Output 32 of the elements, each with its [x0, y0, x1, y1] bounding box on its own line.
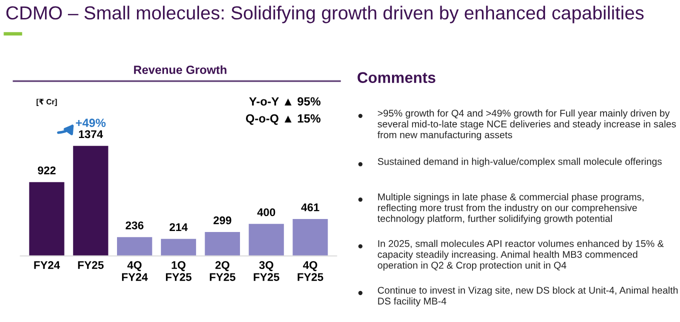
bar — [160, 238, 196, 256]
annotation: +49% — [76, 118, 106, 128]
data-label: 236 — [126, 221, 144, 230]
x-tick-label: 4Q FY25 — [298, 261, 324, 281]
text: Comments — [358, 72, 436, 83]
text: Multiple signings in late phase & commercial phase programs, reflecting more trust from the industry on our comprehensive technology platform, further solidifying growth potential — [378, 193, 644, 224]
bar — [29, 182, 64, 256]
data-label: 400 — [257, 208, 276, 216]
text: >95% growth for Q4 and >49% growth for Full year mainly driven by several mid-to-late stage NCE deliveries and steady increase in sales from new manufacturing assets — [378, 109, 676, 140]
x-tick-label: 2Q FY25 — [210, 261, 236, 281]
text: Sustained demand in high-value/complex small molecule offerings — [378, 158, 662, 167]
data-label: 922 — [38, 166, 56, 174]
bar — [117, 237, 152, 256]
bar — [248, 224, 284, 256]
data-label: 461 — [301, 203, 320, 212]
text: Q-o-Q ▲ 15% — [246, 114, 320, 125]
text: Y-o-Y ▲ 95% — [249, 97, 320, 106]
text: In 2025, small molecules API reactor volumes enhanced by 15% & capacity steadily increasing. Animal health MB3 commenced operation in Q2 & Crop protection unit in Q4 — [378, 240, 664, 271]
data-label: 214 — [170, 223, 188, 231]
x-tick-label: 4Q FY24 — [122, 261, 148, 281]
text: Continue to invest in Vizag site, new DS block at Unit-4, Animal health DS facility MB-4 — [378, 286, 678, 306]
x-tick-label: 3Q FY25 — [254, 261, 280, 281]
data-label: 299 — [214, 216, 232, 224]
x-tick-label: 1Q FY25 — [166, 261, 192, 281]
bar — [73, 146, 108, 256]
chart-title: Revenue Growth — [134, 65, 226, 74]
text: CDMO – Small molecules: Solidifying growth driven by enhanced capabilities — [6, 6, 644, 24]
bar — [292, 219, 328, 256]
data-label: 1374 — [79, 130, 103, 138]
bar — [204, 232, 240, 256]
x-tick-label: FY24 — [34, 261, 60, 269]
x-tick-label: FY25 — [78, 261, 104, 270]
